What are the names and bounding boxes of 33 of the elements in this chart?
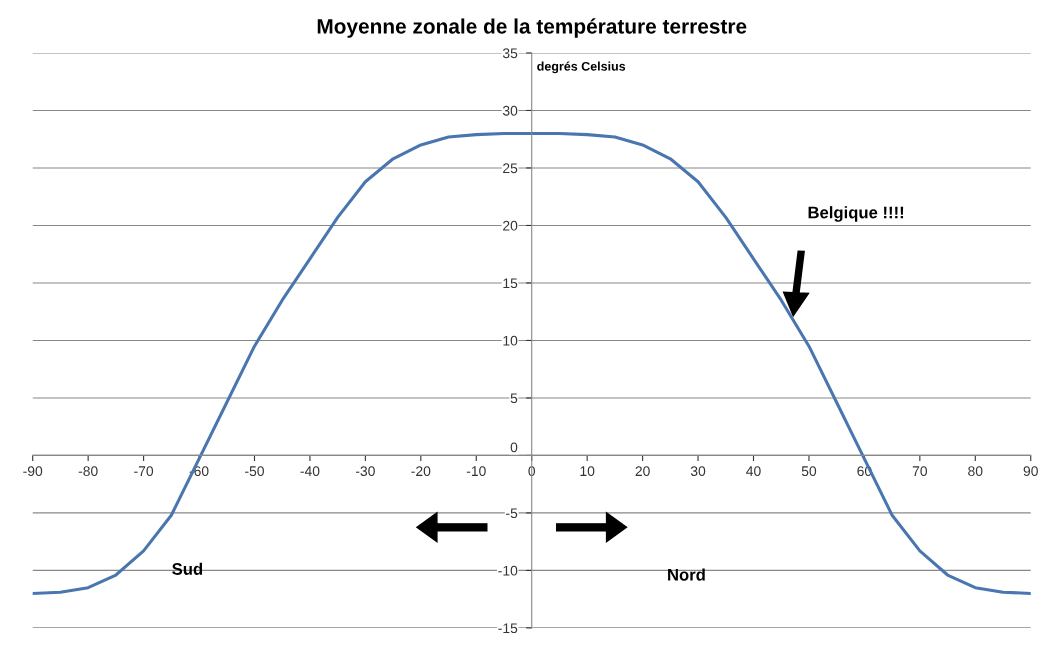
y-tick-label: 5 — [510, 393, 518, 404]
x-tick-label: 70 — [912, 466, 928, 477]
x-tick-label: 30 — [690, 466, 706, 477]
x-tick-label: 50 — [801, 466, 817, 477]
y-tick-label: -10 — [498, 565, 518, 576]
x-tick-label: -90 — [23, 466, 43, 477]
x-tick-label: -80 — [78, 466, 98, 477]
x-tick-label: -50 — [245, 466, 264, 477]
x-tick-label: -40 — [300, 466, 320, 477]
x-tick-label: -70 — [134, 466, 154, 477]
y-tick-label: 10 — [503, 335, 518, 346]
y-tick-label: 0 — [510, 442, 518, 453]
x-tick-label: -20 — [411, 466, 431, 477]
x-tick-label: 90 — [1023, 466, 1038, 477]
x-tick-label: -10 — [466, 466, 486, 477]
y-tick-label: 20 — [503, 220, 518, 231]
x-tick-label: 80 — [968, 466, 983, 477]
x-tick-label: 20 — [635, 466, 650, 477]
x-tick-label: 10 — [580, 466, 595, 477]
annotation: Sud — [172, 562, 203, 575]
y-tick-label: 15 — [503, 278, 518, 289]
x-tick-label: 40 — [746, 466, 761, 477]
chart-title: Moyenne zonale de la température terrestre — [317, 18, 747, 38]
annotation: degrés Celsius — [537, 61, 626, 74]
y-tick-label: 25 — [503, 163, 518, 174]
x-tick-label: -30 — [355, 466, 375, 477]
y-tick-label: 30 — [502, 105, 518, 116]
annotation: Belgique !!!! — [808, 206, 904, 222]
y-tick-label: -5 — [506, 508, 518, 519]
annotation: Nord — [668, 568, 705, 581]
y-tick-label: -15 — [498, 623, 518, 634]
x-tick-label: 0 — [528, 466, 536, 477]
y-tick-label: 35 — [502, 48, 518, 59]
